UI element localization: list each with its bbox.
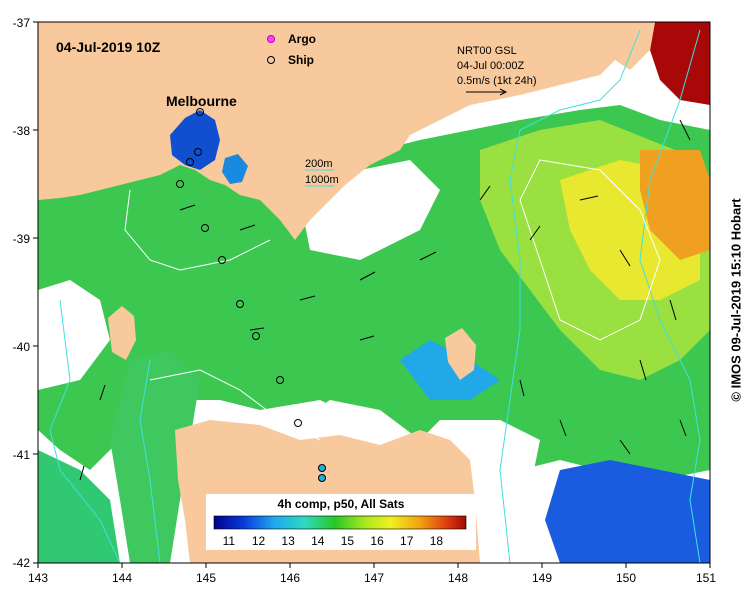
cloud-patch-west [38, 280, 110, 390]
colorbar-tick-label: 11 [223, 534, 236, 548]
isobath-200m-east [639, 29, 701, 563]
contour-ssh-3 [149, 369, 321, 441]
x-axis [37, 563, 711, 568]
sst-region-red-ne [650, 22, 710, 105]
credit-text: © IMOS 09-Jul-2019 15:10 Hobart [728, 198, 744, 402]
current-scale: NRT00 GSL 04-Jul 00:00Z 0.5m/s (1kt 24h) [457, 45, 536, 96]
colorbar-tick-label: 17 [400, 534, 414, 548]
sst-region-cool-se [545, 460, 710, 563]
x-tick-label: 149 [532, 571, 552, 585]
current-scale-line3: 0.5m/s (1kt 24h) [457, 75, 536, 87]
western-port [222, 154, 248, 184]
isobath-1000m-east [499, 29, 641, 563]
contour-ssh-2 [519, 159, 661, 341]
x-tick-label: 147 [364, 571, 384, 585]
ship-track [176, 108, 326, 482]
port-phillip-bay [170, 110, 220, 170]
x-tick-label: 151 [696, 571, 716, 585]
legend-argo: Argo [288, 32, 316, 46]
cloud-patch-central [200, 400, 380, 445]
sst-region-west-coast [110, 350, 200, 563]
legend: Argo Ship [267, 32, 316, 67]
y-axis [33, 21, 38, 564]
isobath-200m-west [49, 299, 121, 563]
x-tick-label: 143 [28, 571, 48, 585]
colorbar-ramp [213, 515, 467, 530]
legend-ship: Ship [288, 53, 314, 67]
colorbar: 4h comp, p50, All Sats 11 12 13 14 15 16 17 18 [206, 494, 476, 550]
land-mainland [38, 22, 655, 240]
sst-region-cool-bay [400, 340, 500, 400]
sst-region-orange [640, 150, 710, 260]
y-tick-label: -41 [13, 448, 31, 462]
flinders-island [445, 328, 476, 380]
y-tick-label: -39 [13, 232, 31, 246]
x-tick-label: 146 [280, 571, 300, 585]
isobath-southwest [139, 359, 161, 563]
y-tick-label: -37 [13, 16, 31, 30]
colorbar-tick-label: 15 [341, 534, 355, 548]
x-tick-label: 145 [196, 571, 216, 585]
contour-ssh-1 [124, 189, 271, 271]
x-tick-label: 150 [616, 571, 636, 585]
isobath-legend: 200m 1000m [305, 158, 339, 187]
x-tick-label: 144 [112, 571, 132, 585]
isobath-label-1000m: 1000m [305, 174, 339, 186]
city-label-melbourne: Melbourne [166, 93, 237, 109]
colorbar-tick-label: 16 [370, 534, 384, 548]
argo-marker-icon [267, 35, 275, 43]
colorbar-tick-label: 18 [430, 534, 444, 548]
plot-area [38, 22, 710, 563]
colorbar-title: 4h comp, p50, All Sats [278, 497, 405, 511]
current-arrows [79, 119, 691, 481]
colorbar-tick-label: 13 [281, 534, 295, 548]
colorbar-tick-label: 14 [311, 534, 325, 548]
sst-region-west-tas [38, 450, 120, 563]
ship-marker-icon [267, 56, 275, 64]
king-island [108, 306, 136, 360]
isobath-label-200m: 200m [305, 158, 333, 170]
current-scale-line2: 04-Jul 00:00Z [457, 60, 525, 72]
map-datetime: 04-Jul-2019 10Z [56, 39, 161, 55]
y-tick-label: -40 [13, 340, 31, 354]
current-scale-line1: NRT00 GSL [457, 45, 517, 57]
y-tick-label: -38 [13, 124, 31, 138]
y-tick-label: -42 [13, 556, 31, 570]
colorbar-tick-label: 12 [252, 534, 266, 548]
x-tick-label: 148 [448, 571, 468, 585]
